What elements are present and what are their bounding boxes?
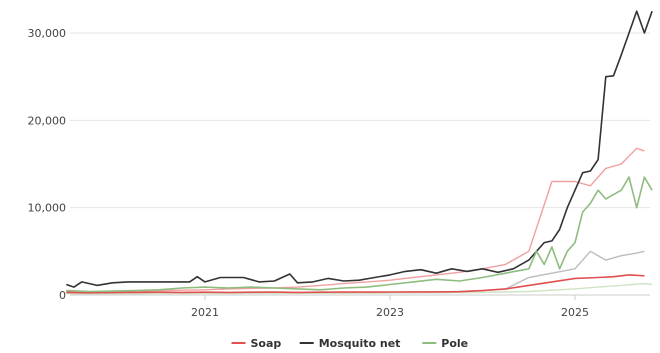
legend-label-pole: Pole <box>441 337 468 350</box>
series-line-mosquito-net <box>66 10 653 288</box>
y-tick-label: 20,000 <box>28 114 67 127</box>
legend-label-soap: Soap <box>251 337 282 350</box>
series-line-soap <box>66 274 645 294</box>
x-axis: 2021 2023 2025 <box>191 295 589 319</box>
gridlines <box>70 32 650 296</box>
x-tick-label: 2025 <box>561 306 589 319</box>
y-tick-label: 10,000 <box>28 202 67 215</box>
series-lines <box>66 10 653 295</box>
y-tick-label: 0 <box>59 289 66 302</box>
series-line-secondary-1 <box>66 147 645 293</box>
legend: Soap Mosquito net Pole <box>231 337 468 350</box>
y-axis: 0 10,000 20,000 30,000 <box>28 27 67 302</box>
legend-label-mosquito-net: Mosquito net <box>319 337 401 350</box>
series-line-secondary-5 <box>66 282 653 295</box>
x-tick-label: 2021 <box>191 306 219 319</box>
x-tick-label: 2023 <box>376 306 404 319</box>
series-line-pole <box>66 176 653 293</box>
y-tick-label: 30,000 <box>28 27 67 40</box>
